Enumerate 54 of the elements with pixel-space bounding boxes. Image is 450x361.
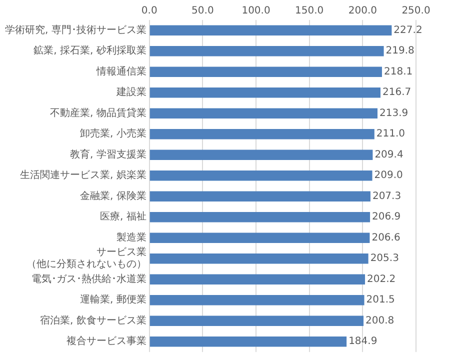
data-label: 205.3 (370, 253, 399, 264)
y-tick-label: 金融業, 保険業 (80, 190, 146, 202)
bar (150, 87, 380, 98)
x-tick-label: 200.0 (348, 6, 377, 17)
bar (150, 46, 384, 56)
x-tick-label: 100.0 (242, 6, 270, 17)
bar (150, 232, 370, 244)
bar (150, 191, 370, 202)
data-label: 209.4 (374, 149, 404, 160)
data-label: 211.0 (376, 128, 406, 140)
y-tick-label: 生活関連サービス業, 娯楽業 (20, 169, 146, 182)
data-label: 218.1 (384, 66, 413, 78)
data-label: 213.9 (379, 108, 408, 119)
y-tick-label: 複合サービス事業 (66, 335, 146, 348)
x-tick-label: 150.0 (295, 6, 324, 17)
data-label: 207.3 (372, 190, 402, 202)
y-tick-label: 不動産業, 物品賃貸業 (50, 106, 146, 119)
data-label: 206.9 (372, 212, 401, 223)
data-label: 201.5 (366, 294, 395, 306)
y-tick-label: サービス業（他に分類されないもの） (26, 246, 146, 270)
bar (150, 108, 378, 119)
y-tick-label: 情報通信業 (95, 65, 146, 78)
y-tick-label: 鉱業, 採石業, 砂利採取業 (34, 44, 146, 57)
bar (150, 25, 392, 36)
y-tick-label: 電気･ガス･熱供給･水道業 (31, 272, 146, 285)
bar (150, 294, 364, 306)
bar (150, 336, 347, 347)
y-tick-label: 運輸業, 郵便業 (80, 294, 146, 306)
y-tick-label: 学術研究, 専門･技術サービス業 (5, 24, 146, 36)
bar (150, 253, 368, 264)
bar (150, 274, 366, 285)
y-tick-label: 教育, 学習支援業 (70, 148, 146, 160)
bar (150, 316, 364, 326)
data-label: 206.6 (372, 232, 400, 244)
x-tick-label: 50.0 (192, 6, 214, 17)
y-tick-label: 宿泊業, 飲食サービス業 (40, 314, 146, 326)
data-label: 227.2 (394, 24, 422, 36)
x-tick-label: 250.0 (402, 6, 430, 17)
bar (150, 170, 372, 181)
y-tick-label: 建設業 (115, 86, 146, 98)
y-tick-label: 卸売業, 小売業 (80, 128, 146, 140)
data-label: 219.8 (386, 46, 414, 57)
data-label: 200.8 (366, 315, 394, 326)
x-tick-label: 0.0 (141, 6, 158, 17)
bar (150, 150, 373, 160)
data-label: 184.9 (348, 336, 378, 348)
y-tick-label: 医療, 福祉 (100, 210, 146, 223)
bar (150, 212, 370, 222)
data-label: 216.7 (382, 87, 412, 98)
bar (150, 128, 374, 140)
data-label: 202.2 (367, 274, 396, 285)
bar (150, 66, 382, 78)
y-tick-label: 製造業 (116, 231, 146, 244)
data-label: 209.0 (374, 170, 403, 182)
